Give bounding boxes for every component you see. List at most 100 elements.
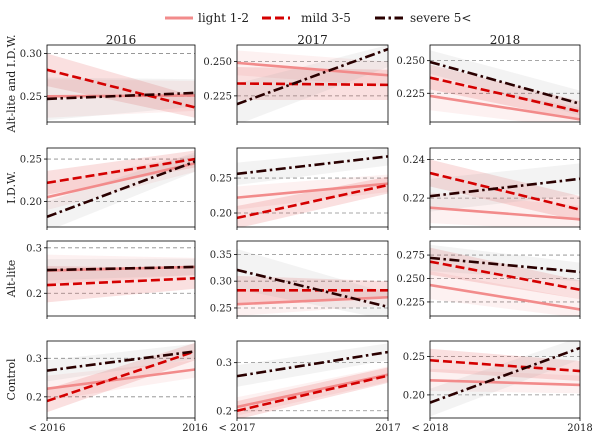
confidence-band-severe-5 [237,148,388,186]
confidence-band-mild-3-5 [430,247,580,300]
y-tick-label: 0.25 [20,155,42,166]
confidence-band-severe-5 [430,50,580,116]
series-line-light-1-2 [237,373,388,409]
panel-frame [46,44,196,123]
column-titles: 2016 2017 2018 [106,33,521,47]
y-tick-label: 0.225 [396,89,425,100]
panel-frame [236,147,389,228]
y-tick-label: 0.35 [210,250,232,261]
confidence-band-light-1-2 [47,154,195,211]
series-line-light-1-2 [430,283,580,311]
legend-label-mild-3-5: mild 3-5 [301,11,351,25]
panel-r3-c0: 0.2 0.3 < 2016 2016 [26,340,208,434]
series-line-light-1-2 [430,94,580,121]
series-line-light-1-2 [47,368,195,391]
panel-r2-c0: 0.2 0.3 [26,240,196,319]
panel-r2-c2: 0.225 0.250 0.275 [396,240,581,319]
confidence-band-light-1-2 [430,78,580,122]
y-tick-label: 0.20 [210,209,232,220]
series-line-severe-5 [237,155,388,176]
confidence-band-mild-3-5 [237,275,388,304]
row-label-alt-lite-and-i-d-w: Alt-lite and I.D.W. [5,35,18,134]
series-line-severe-5 [47,160,195,219]
y-tick-label: 0.20 [403,390,425,401]
y-tick-label: 0.250 [396,274,425,285]
series-line-light-1-2 [47,162,195,199]
panel-r1-c0: 0.20 0.25 [20,147,196,230]
legend-label-severe-5: severe 5< [410,11,471,25]
confidence-band-light-1-2 [430,368,580,394]
y-tick-label: 0.250 [203,57,232,68]
panels: 0.250.300.2250.2500.2250.2500.200.250.20… [20,44,593,434]
row-label-control: Control [5,358,18,400]
confidence-band-severe-5 [47,77,195,121]
confidence-band-severe-5 [430,163,580,212]
series-line-severe-5 [430,177,580,198]
confidence-band-mild-3-5 [430,64,580,121]
panel-frame [429,340,581,419]
series-line-severe-5 [430,256,580,274]
y-tick-label: 0.250 [396,56,425,67]
panel-frame [46,147,196,228]
confidence-band-light-1-2 [47,79,195,118]
series-line-severe-5 [430,346,580,404]
confidence-band-mild-3-5 [430,159,580,222]
y-tick-label: 0.2 [26,392,42,403]
legend: light 1-2 mild 3-5 severe 5< [165,11,471,25]
confidence-band-severe-5 [430,341,580,417]
y-tick-label: 0.20 [20,197,42,208]
panel-r3-c2: 0.20 0.25 < 2018 2018 [403,340,593,434]
confidence-band-severe-5 [47,343,195,382]
x-tick-label: < 2018 [411,423,448,434]
confidence-band-mild-3-5 [47,342,195,413]
confidence-band-mild-3-5 [47,266,195,303]
column-title-2016: 2016 [106,33,137,47]
y-tick-label: 0.25 [20,92,42,103]
panel-frame [46,340,196,419]
panel-frame [46,240,196,317]
x-tick-label: < 2017 [218,423,255,434]
row-label-alt-lite: Alt-lite [5,260,18,299]
legend-label-light-1-2: light 1-2 [198,11,249,25]
series-line-severe-5 [430,60,580,105]
confidence-band-mild-3-5 [47,150,195,195]
panel-frame [236,44,389,123]
y-tick-label: 0.22 [403,194,425,205]
y-tick-label: 0.2 [216,406,232,417]
panel-r0-c0: 0.25 0.30 [20,44,196,125]
series-line-light-1-2 [430,378,580,387]
series-line-light-1-2 [237,182,388,199]
series-line-severe-5 [47,91,195,101]
confidence-band-light-1-2 [47,360,195,401]
y-tick-label: 0.3 [26,354,42,365]
x-tick-label: 2017 [375,423,400,434]
series-line-mild-3-5 [430,358,580,373]
y-tick-label: 0.3 [26,243,42,254]
x-tick-label: < 2016 [28,423,65,434]
series-line-mild-3-5 [47,350,195,403]
panel-r3-c1: 0.2 0.3 < 2017 2017 [216,340,401,434]
confidence-band-severe-5 [430,244,580,282]
series-line-severe-5 [47,350,195,372]
y-tick-label: 0.24 [403,155,425,166]
confidence-band-light-1-2 [430,271,580,316]
panel-frame [236,340,389,419]
panel-r0-c2: 0.225 0.250 [396,44,581,125]
y-tick-label: 0.30 [210,277,232,288]
series-line-severe-5 [47,265,195,272]
confidence-band-mild-3-5 [430,348,580,382]
y-tick-label: 0.25 [403,352,425,363]
confidence-band-light-1-2 [430,192,580,227]
panel-frame [429,44,581,123]
y-tick-label: 0.25 [210,174,232,185]
y-tick-label: 0.30 [20,49,42,60]
confidence-band-mild-3-5 [47,53,195,118]
y-tick-label: 0.2 [26,289,42,300]
confidence-band-severe-5 [237,343,388,387]
y-tick-label: 0.225 [396,297,425,308]
series-line-mild-3-5 [237,82,388,87]
y-tick-label: 0.225 [203,91,232,102]
x-tick-label: 2016 [182,423,207,434]
x-tick-label: 2018 [567,423,592,434]
